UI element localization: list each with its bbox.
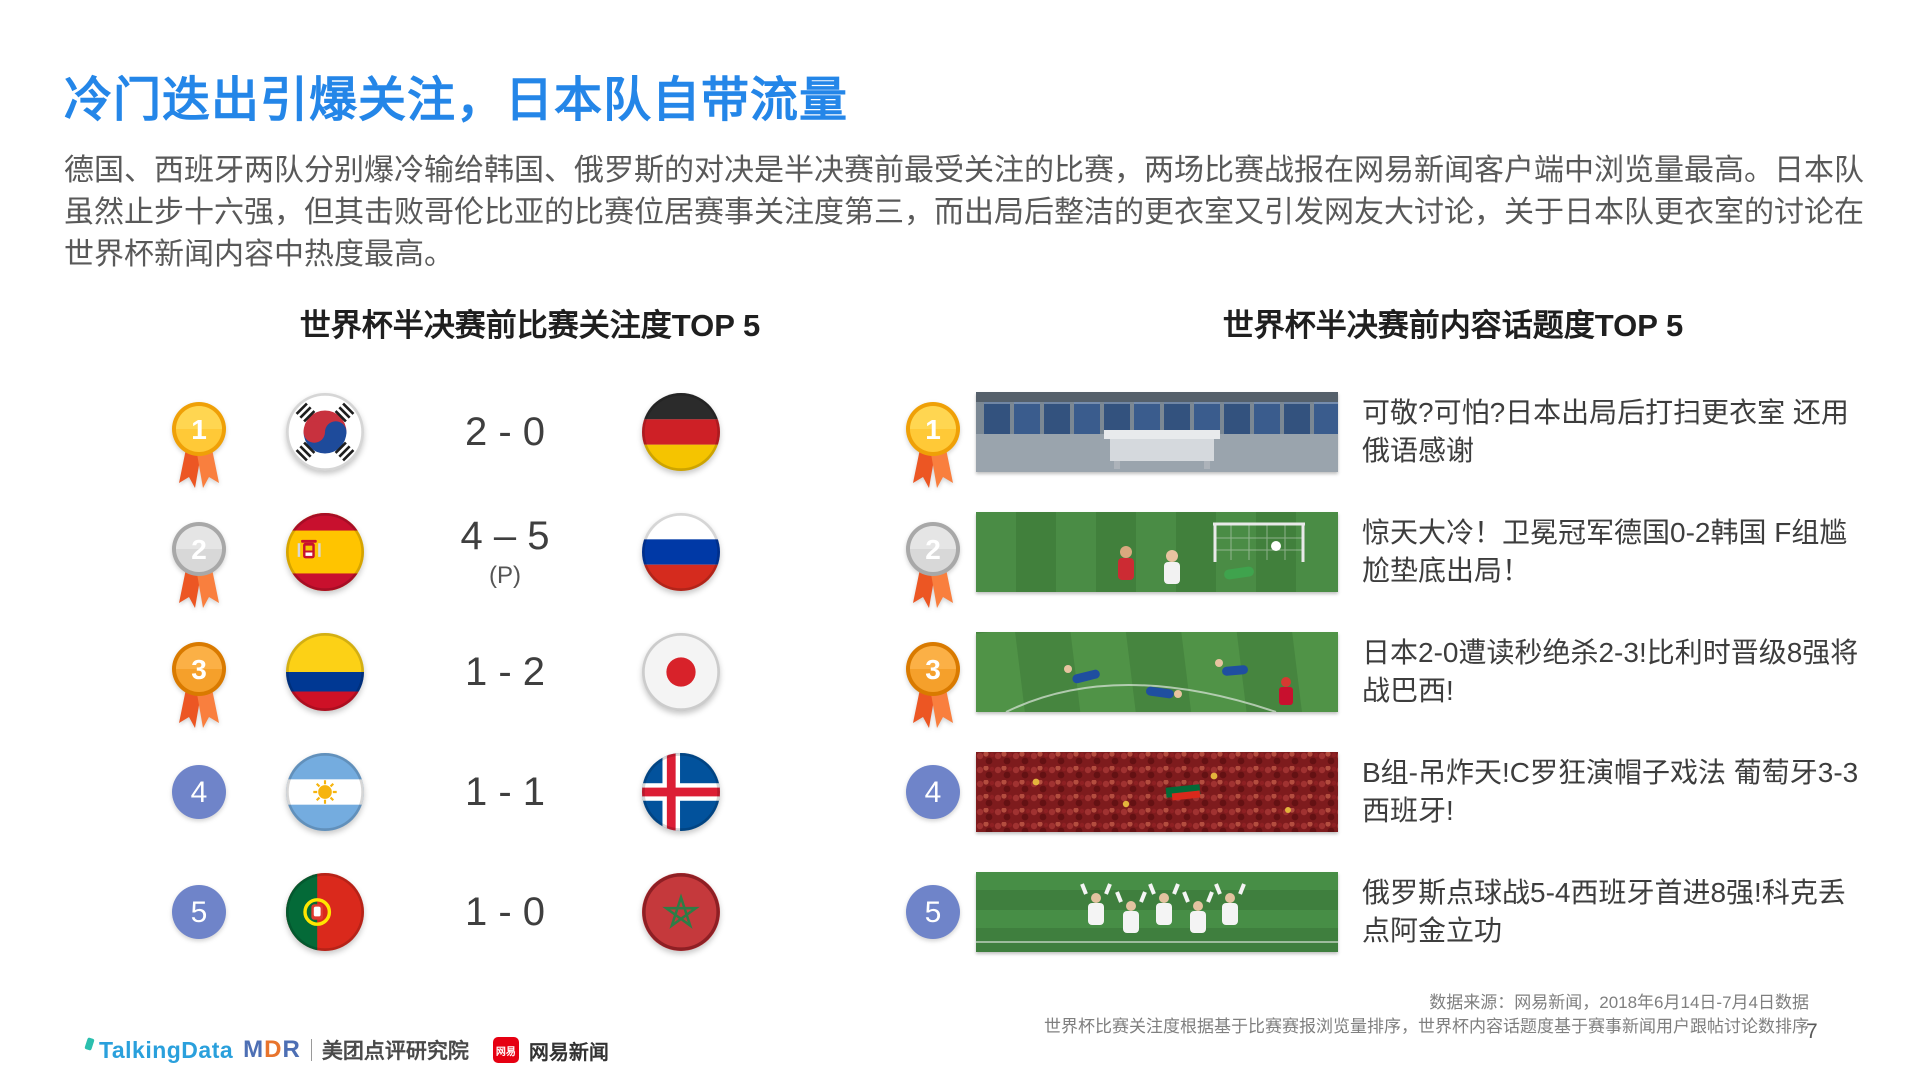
news-thumbnail-portugal-fans-crowd (976, 752, 1338, 832)
logo-talkingdata: TalkingData (99, 1036, 234, 1063)
news-row: 2 惊天大冷！卫冕冠军德国0-2韩国 F组尴尬垫底出局！ (888, 492, 1888, 612)
mdr-letter: M (243, 1036, 265, 1063)
flag-morocco-icon (642, 873, 720, 951)
svg-text:2: 2 (925, 534, 941, 565)
score-text: 2 - 0 (464, 409, 546, 454)
svg-text:4: 4 (191, 776, 208, 809)
source-line-2: 世界杯比赛关注度根据基于比赛赛报浏览量排序，世界杯内容话题度基于赛事新闻用户跟帖… (1044, 1017, 1809, 1036)
news-thumbnail-russia-spain-pitch (976, 872, 1338, 952)
flag-colombia-icon (286, 633, 364, 711)
svg-text:4: 4 (925, 776, 942, 809)
news-row: 5 俄罗斯点球战5-4西班牙首进8强!科克丢点阿金立功 (888, 852, 1888, 972)
mdr-letter: R (282, 1036, 301, 1063)
match-row: 4 1 - 1 (130, 732, 860, 852)
rank-2-medal: 2 (164, 518, 234, 612)
match-score: 1 - 0 (415, 852, 595, 972)
match-score: 1 - 2 (415, 612, 595, 732)
svg-text:5: 5 (191, 896, 208, 929)
left-section-title: 世界杯半决赛前比赛关注度TOP 5 (299, 308, 761, 343)
news-thumbnail-germany-korea-pitch (976, 512, 1338, 592)
news-headline: 俄罗斯点球战5-4西班牙首进8强!科克丢点阿金立功 (1362, 877, 1846, 946)
match-score: 2 - 0 (415, 372, 595, 492)
talkingdata-mark-icon (84, 1037, 95, 1051)
news-thumbnail-japan-locker-room (976, 392, 1338, 472)
svg-text:2: 2 (191, 534, 207, 565)
news-headline: 日本2-0遭读秒绝杀2-3!比利时晋级8强将战巴西! (1362, 637, 1859, 706)
svg-text:3: 3 (191, 654, 207, 685)
flag-japan-icon (642, 633, 720, 711)
right-section-title: 世界杯半决赛前内容话题度TOP 5 (1222, 308, 1684, 343)
flag-iceland-icon (642, 753, 720, 831)
match-row: 1 2 - 0 (130, 372, 860, 492)
mdr-letter: D (264, 1036, 283, 1063)
news-row: 1 可敬?可怕?日本出局后打扫更衣室 还用俄语感谢 (888, 372, 1888, 492)
svg-text:5: 5 (925, 896, 942, 929)
flag-portugal-icon (286, 873, 364, 951)
rank-3-medal: 3 (898, 638, 968, 732)
rank-2-medal: 2 (898, 518, 968, 612)
logo-meituan-label: 美团点评研究院 (321, 1040, 469, 1063)
news-headline: 惊天大冷！卫冕冠军德国0-2韩国 F组尴尬垫底出局！ (1362, 517, 1848, 586)
match-row: 3 1 - 2 (130, 612, 860, 732)
match-score: 4 – 5 (P) (415, 492, 595, 612)
rank-1-medal: 1 (164, 398, 234, 492)
penalty-note: (P) (489, 562, 521, 589)
slide-title: 冷门迭出引爆关注，日本队自带流量 (64, 74, 849, 127)
source-line-1: 数据来源：网易新闻，2018年6月14日-7月4日数据 (1429, 993, 1809, 1012)
flag-russia-icon (642, 513, 720, 591)
score-text: 1 - 1 (464, 769, 546, 814)
score-text: 1 - 0 (464, 889, 546, 934)
rank-5-medal: 5 (164, 865, 234, 959)
news-headline: B组-吊炸天!C罗狂演帽子戏法 葡萄牙3-3西班牙! (1362, 757, 1859, 826)
score-text: 4 – 5 (460, 514, 550, 558)
news-thumbnail-japan-belgium-pitch (976, 632, 1338, 712)
flag-argentina-icon (286, 753, 364, 831)
match-row: 2 4 – 5 (P) (130, 492, 860, 612)
rank-4-medal: 4 (164, 745, 234, 839)
match-row: 5 1 - 0 (130, 852, 860, 972)
news-row: 3 日本2-0遭读秒绝杀2-3!比利时晋级8强将战巴西! (888, 612, 1888, 732)
rank-3-medal: 3 (164, 638, 234, 732)
rank-5-medal: 5 (898, 865, 968, 959)
rank-1-medal: 1 (898, 398, 968, 492)
svg-text:3: 3 (925, 654, 941, 685)
netease-badge-icon: 网易 (492, 1037, 519, 1063)
score-text: 1 - 2 (464, 649, 546, 694)
intro-paragraph: 德国、西班牙两队分别爆冷输给韩国、俄罗斯的对决是半决赛前最受关注的比赛，两场比赛… (64, 154, 1864, 271)
rank-4-medal: 4 (898, 745, 968, 839)
logo-netease-label: 网易新闻 (528, 1041, 609, 1064)
flag-south-korea-icon (286, 393, 364, 471)
flag-spain-icon (286, 513, 364, 591)
match-score: 1 - 1 (415, 732, 595, 852)
logo-separator (310, 1039, 312, 1061)
svg-text:1: 1 (191, 414, 207, 445)
svg-text:1: 1 (925, 414, 941, 445)
flag-germany-icon (642, 393, 720, 471)
news-headline: 可敬?可怕?日本出局后打扫更衣室 还用俄语感谢 (1362, 397, 1849, 466)
page-number: 7 (1806, 1020, 1818, 1043)
news-row: 4 B组-吊炸天!C罗狂演帽子戏法 葡萄牙3-3西班牙! (888, 732, 1888, 852)
